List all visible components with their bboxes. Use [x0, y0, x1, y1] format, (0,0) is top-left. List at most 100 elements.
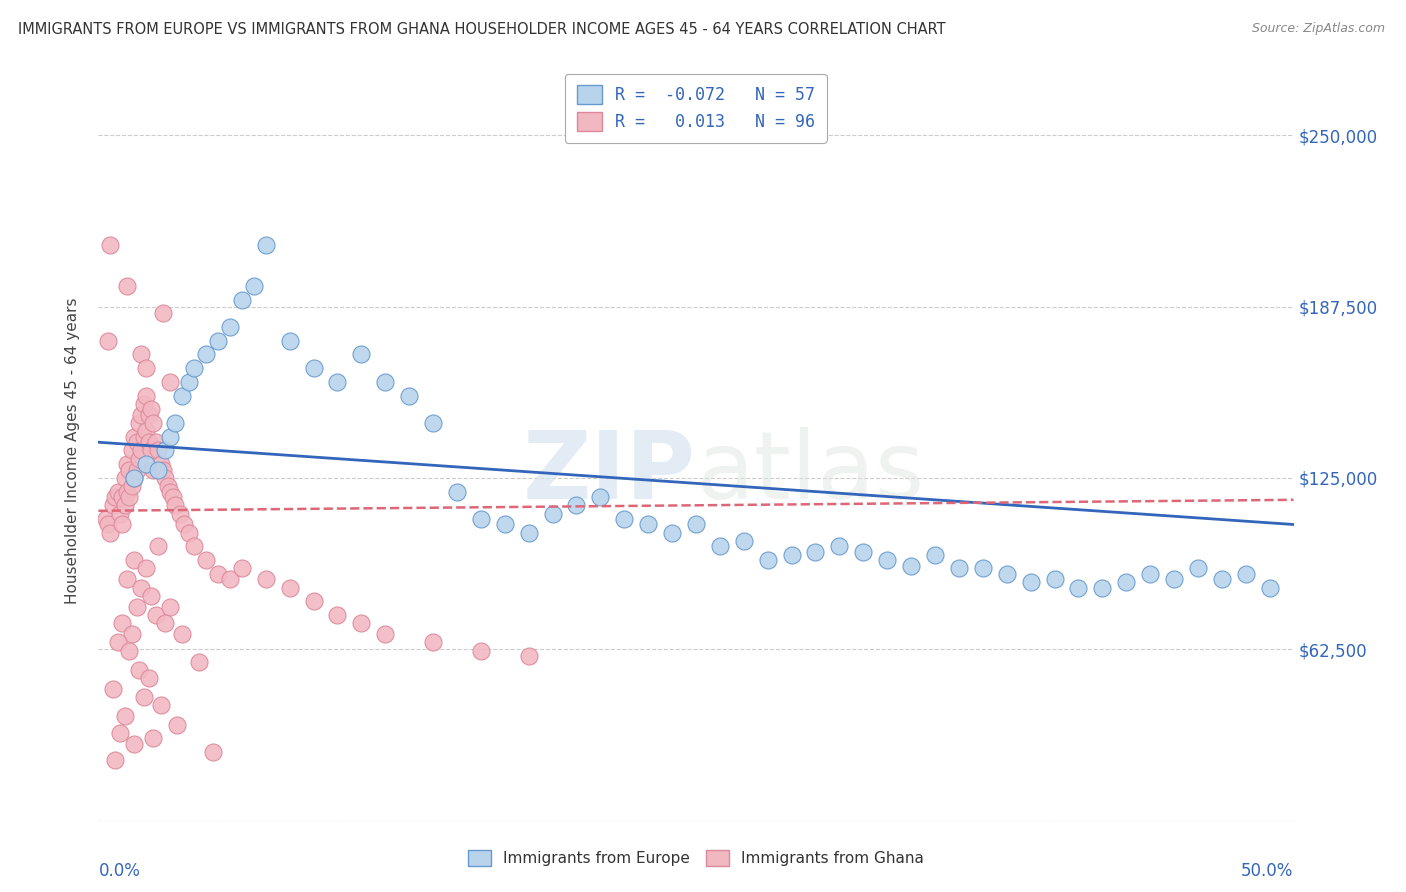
Point	[124, 430, 146, 444]
Point	[98, 237, 122, 252]
Point	[1211, 572, 1233, 586]
Point	[107, 635, 129, 649]
Text: 0.0%: 0.0%	[98, 862, 141, 880]
Point	[124, 553, 146, 567]
Point	[207, 566, 229, 581]
Point	[278, 581, 301, 595]
Point	[828, 540, 851, 554]
Point	[852, 545, 875, 559]
Point	[972, 561, 994, 575]
Point	[138, 408, 160, 422]
Point	[565, 498, 588, 512]
Point	[517, 525, 540, 540]
Point	[131, 581, 153, 595]
Point	[326, 607, 349, 622]
Point	[231, 561, 253, 575]
Point	[804, 545, 827, 559]
Point	[159, 430, 181, 444]
Point	[350, 616, 373, 631]
Point	[159, 599, 181, 614]
Point	[139, 443, 162, 458]
Point	[780, 548, 803, 562]
Point	[162, 490, 184, 504]
Point	[148, 443, 170, 458]
Point	[108, 726, 131, 740]
Point	[132, 690, 155, 705]
Text: Source: ZipAtlas.com: Source: ZipAtlas.com	[1251, 22, 1385, 36]
Point	[132, 397, 155, 411]
Point	[517, 649, 540, 664]
Point	[661, 525, 683, 540]
Text: IMMIGRANTS FROM EUROPE VS IMMIGRANTS FROM GHANA HOUSEHOLDER INCOME AGES 45 - 64 : IMMIGRANTS FROM EUROPE VS IMMIGRANTS FRO…	[18, 22, 946, 37]
Point	[145, 435, 167, 450]
Point	[169, 507, 191, 521]
Point	[107, 484, 129, 499]
Point	[115, 279, 138, 293]
Point	[470, 643, 492, 657]
Point	[125, 463, 148, 477]
Point	[685, 517, 707, 532]
Point	[135, 424, 157, 438]
Point	[422, 635, 444, 649]
Point	[135, 561, 157, 575]
Point	[219, 320, 242, 334]
Point	[1258, 581, 1281, 595]
Point	[302, 361, 325, 376]
Point	[125, 599, 148, 614]
Point	[138, 435, 160, 450]
Point	[156, 479, 179, 493]
Point	[374, 375, 396, 389]
Point	[131, 347, 153, 361]
Legend: Immigrants from Europe, Immigrants from Ghana: Immigrants from Europe, Immigrants from …	[463, 844, 929, 872]
Point	[302, 594, 325, 608]
Point	[97, 517, 120, 532]
Point	[152, 463, 174, 477]
Point	[948, 561, 970, 575]
Point	[155, 616, 177, 631]
Point	[121, 627, 143, 641]
Point	[254, 237, 277, 252]
Point	[350, 347, 373, 361]
Point	[159, 484, 181, 499]
Point	[219, 572, 242, 586]
Point	[326, 375, 349, 389]
Point	[139, 402, 162, 417]
Point	[135, 457, 157, 471]
Point	[1234, 566, 1257, 581]
Point	[131, 408, 153, 422]
Point	[118, 490, 141, 504]
Point	[1139, 566, 1161, 581]
Point	[114, 471, 136, 485]
Point	[756, 553, 779, 567]
Point	[398, 389, 420, 403]
Point	[637, 517, 659, 532]
Point	[195, 553, 218, 567]
Point	[470, 512, 492, 526]
Point	[173, 517, 195, 532]
Point	[97, 334, 120, 348]
Point	[446, 484, 468, 499]
Point	[142, 463, 165, 477]
Point	[111, 490, 134, 504]
Point	[422, 416, 444, 430]
Point	[128, 663, 150, 677]
Point	[104, 753, 127, 767]
Point	[145, 607, 167, 622]
Text: ZIP: ZIP	[523, 426, 696, 518]
Point	[231, 293, 253, 307]
Point	[202, 745, 225, 759]
Point	[179, 375, 201, 389]
Point	[155, 471, 177, 485]
Point	[128, 451, 150, 466]
Point	[179, 525, 201, 540]
Point	[148, 463, 170, 477]
Point	[152, 306, 174, 320]
Point	[115, 484, 138, 499]
Point	[124, 471, 146, 485]
Point	[121, 479, 143, 493]
Point	[1067, 581, 1090, 595]
Point	[111, 517, 134, 532]
Point	[183, 540, 205, 554]
Point	[1163, 572, 1185, 586]
Point	[278, 334, 301, 348]
